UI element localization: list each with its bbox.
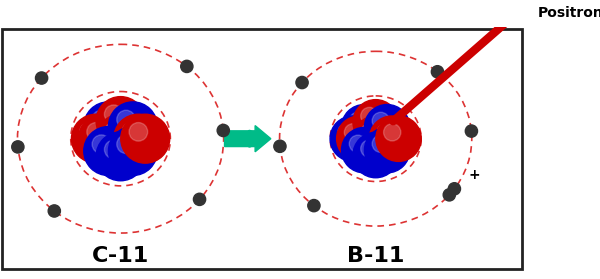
Circle shape: [117, 110, 136, 129]
Circle shape: [87, 122, 106, 141]
Circle shape: [80, 122, 98, 141]
Circle shape: [308, 199, 320, 212]
Circle shape: [372, 112, 389, 129]
Circle shape: [337, 116, 382, 162]
Circle shape: [443, 189, 455, 201]
Circle shape: [104, 105, 123, 124]
Circle shape: [48, 205, 61, 217]
Circle shape: [12, 141, 24, 153]
Circle shape: [121, 114, 170, 163]
FancyArrow shape: [224, 126, 271, 152]
Circle shape: [296, 76, 308, 89]
Circle shape: [377, 124, 394, 141]
Circle shape: [383, 124, 401, 141]
Circle shape: [109, 127, 157, 175]
Circle shape: [361, 107, 378, 125]
Circle shape: [104, 122, 123, 141]
Circle shape: [341, 128, 387, 173]
Circle shape: [330, 116, 376, 162]
Circle shape: [448, 183, 461, 195]
Circle shape: [353, 132, 398, 178]
Text: +: +: [469, 168, 480, 182]
Circle shape: [114, 114, 163, 163]
Circle shape: [364, 128, 410, 173]
Circle shape: [344, 124, 362, 141]
Circle shape: [117, 135, 136, 153]
Circle shape: [376, 116, 421, 162]
Circle shape: [341, 105, 387, 150]
Circle shape: [361, 140, 378, 157]
Circle shape: [370, 116, 415, 162]
Circle shape: [372, 135, 389, 152]
Circle shape: [193, 193, 206, 205]
Circle shape: [92, 110, 110, 129]
Circle shape: [96, 114, 145, 163]
Circle shape: [122, 122, 140, 141]
Circle shape: [274, 140, 286, 152]
Circle shape: [71, 114, 121, 163]
Circle shape: [349, 112, 367, 129]
Circle shape: [181, 60, 193, 73]
Circle shape: [361, 124, 378, 141]
Circle shape: [104, 140, 123, 159]
Circle shape: [109, 102, 157, 151]
Text: B-11: B-11: [347, 246, 404, 266]
Circle shape: [92, 135, 110, 153]
Circle shape: [35, 72, 48, 84]
Circle shape: [353, 116, 398, 162]
Circle shape: [129, 122, 148, 141]
Circle shape: [338, 124, 355, 141]
Circle shape: [217, 124, 229, 137]
Circle shape: [431, 66, 443, 78]
Circle shape: [84, 127, 133, 175]
Circle shape: [465, 125, 478, 137]
Text: Positron: Positron: [538, 6, 600, 20]
Circle shape: [349, 135, 367, 152]
Circle shape: [364, 105, 410, 150]
Circle shape: [96, 97, 145, 146]
Text: C-11: C-11: [92, 246, 149, 266]
Circle shape: [79, 114, 127, 163]
Circle shape: [96, 132, 145, 181]
Circle shape: [353, 100, 398, 145]
Circle shape: [84, 102, 133, 151]
